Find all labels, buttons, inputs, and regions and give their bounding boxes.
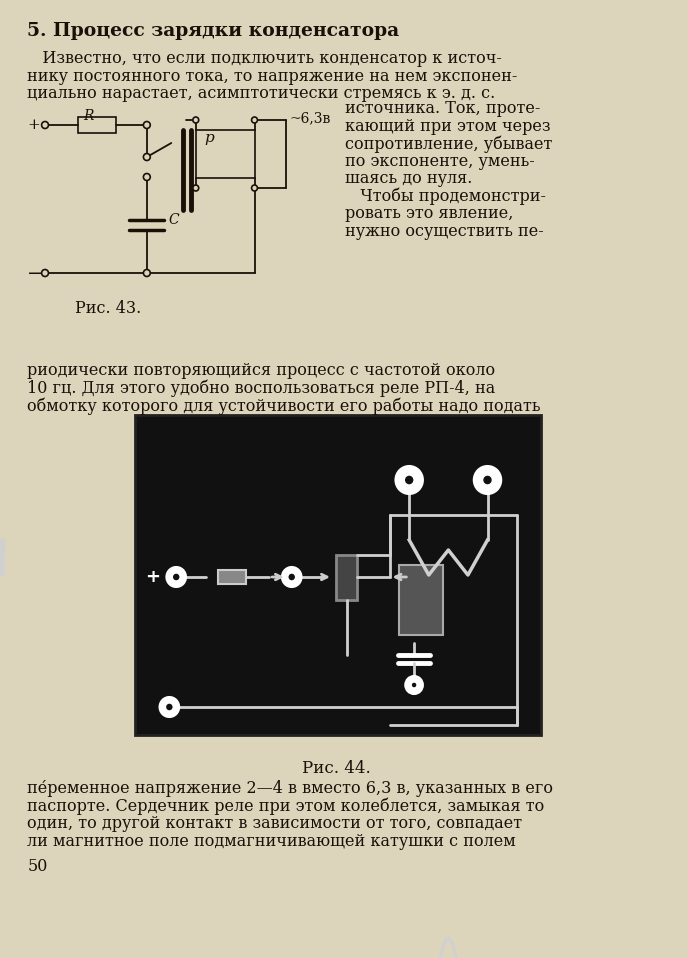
Bar bbox=[218, 570, 246, 584]
Text: C: C bbox=[169, 213, 179, 227]
Bar bbox=[400, 565, 444, 635]
Circle shape bbox=[143, 153, 150, 161]
Text: один, то другой контакт в зависимости от того, совпадает: один, то другой контакт в зависимости от… bbox=[28, 815, 522, 832]
Circle shape bbox=[252, 117, 257, 123]
Text: 10 гц. Для этого удобно воспользоваться реле РП-4, на: 10 гц. Для этого удобно воспользоваться … bbox=[28, 379, 495, 397]
Text: по экспоненте, умень-: по экспоненте, умень- bbox=[345, 152, 535, 170]
Text: ли магнитное поле подмагничивающей катушки с полем: ли магнитное поле подмагничивающей катуш… bbox=[28, 833, 516, 850]
Text: R: R bbox=[83, 109, 94, 123]
Circle shape bbox=[41, 269, 48, 277]
Circle shape bbox=[166, 567, 186, 587]
Circle shape bbox=[474, 466, 502, 494]
Text: обмотку которого для устойчивости его работы надо подать: обмотку которого для устойчивости его ра… bbox=[28, 397, 541, 415]
Circle shape bbox=[288, 573, 296, 581]
Text: ровать это явление,: ровать это явление, bbox=[345, 205, 513, 222]
Text: Рис. 43.: Рис. 43. bbox=[76, 300, 142, 317]
Circle shape bbox=[193, 185, 199, 191]
Text: паспорте. Сердечник реле при этом колеблется, замыкая то: паспорте. Сердечник реле при этом колебл… bbox=[28, 797, 545, 815]
Text: циально нарастает, асимптотически стремясь к э. д. с.: циально нарастает, асимптотически стремя… bbox=[28, 85, 495, 102]
Circle shape bbox=[282, 567, 301, 587]
Text: нику постоянного тока, то напряжение на нем экспонен-: нику постоянного тока, то напряжение на … bbox=[28, 67, 518, 84]
Text: р: р bbox=[204, 131, 215, 145]
Circle shape bbox=[405, 676, 423, 694]
Text: сопротивление, убывает: сопротивление, убывает bbox=[345, 135, 552, 152]
Text: 5. Процесс зарядки конденсатора: 5. Процесс зарядки конденсатора bbox=[28, 22, 400, 40]
Text: источника. Ток, проте-: источника. Ток, проте- bbox=[345, 100, 540, 117]
Circle shape bbox=[41, 122, 48, 128]
Bar bbox=[196, 130, 255, 178]
Text: нужно осуществить пе-: нужно осуществить пе- bbox=[345, 222, 544, 240]
Text: пе́ременное напряжение 2—4 в вместо 6,3 в, указанных в его: пе́ременное напряжение 2—4 в вместо 6,3 … bbox=[28, 780, 553, 797]
Circle shape bbox=[482, 475, 493, 485]
Text: кающий при этом через: кающий при этом через bbox=[345, 118, 550, 134]
Bar bbox=[336, 555, 357, 600]
Circle shape bbox=[143, 269, 150, 277]
Text: ~6,3в: ~6,3в bbox=[290, 111, 331, 125]
Circle shape bbox=[143, 122, 150, 128]
Text: +: + bbox=[28, 118, 40, 132]
Circle shape bbox=[143, 173, 150, 180]
Text: +: + bbox=[145, 568, 160, 586]
Text: 50: 50 bbox=[28, 858, 47, 875]
Circle shape bbox=[172, 573, 180, 581]
Circle shape bbox=[193, 117, 199, 123]
Text: риодически повторяющийся процесс с частотой около: риодически повторяющийся процесс с часто… bbox=[28, 362, 495, 379]
Text: Известно, что если подключить конденсатор к источ-: Известно, что если подключить конденсато… bbox=[28, 50, 502, 67]
Circle shape bbox=[165, 703, 173, 711]
Text: Рис. 44.: Рис. 44. bbox=[302, 760, 371, 777]
Circle shape bbox=[160, 697, 179, 717]
Text: −: − bbox=[28, 265, 44, 283]
Bar bbox=[78, 117, 116, 133]
Bar bbox=[135, 415, 541, 735]
Text: Чтобы продемонстри-: Чтобы продемонстри- bbox=[345, 188, 546, 205]
Circle shape bbox=[252, 185, 257, 191]
Circle shape bbox=[411, 682, 417, 688]
Text: шаясь до нуля.: шаясь до нуля. bbox=[345, 170, 472, 187]
Circle shape bbox=[405, 475, 414, 485]
Circle shape bbox=[396, 466, 423, 494]
